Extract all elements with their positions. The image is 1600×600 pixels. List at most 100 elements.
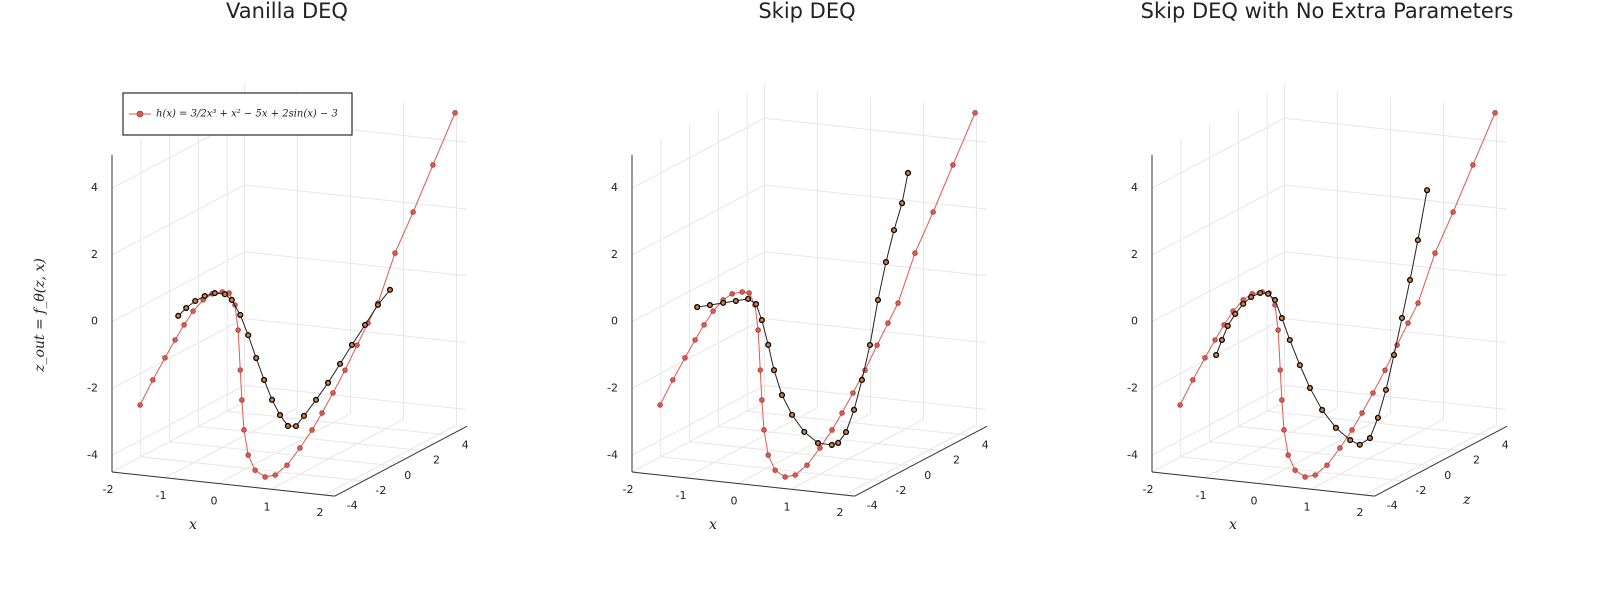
z-tick-label: 0: [1444, 469, 1451, 482]
data-point: [1278, 315, 1285, 322]
chart-title: Vanilla DEQ: [226, 0, 348, 23]
z-axis: [854, 425, 988, 497]
x-tick-label: -2: [1143, 483, 1154, 496]
grid-line: [1151, 401, 1285, 473]
grid-line: [764, 184, 988, 210]
data-point: [682, 355, 688, 361]
grid-line: [244, 251, 468, 277]
z-tick-label: -4: [1387, 499, 1398, 512]
data-point: [770, 367, 778, 374]
data-point: [765, 341, 772, 348]
z-tick-label: 4: [462, 438, 469, 451]
data-point: [201, 292, 208, 300]
y-tick-label: -2: [607, 382, 618, 395]
data-point: [1265, 290, 1272, 297]
data-point: [410, 209, 416, 215]
data-point: [241, 427, 247, 433]
data-point: [239, 397, 245, 403]
data-point: [1292, 467, 1298, 473]
grid-line: [217, 413, 351, 484]
grid-line: [1151, 384, 1285, 456]
z-tick-label: -2: [1415, 484, 1426, 497]
x-axis-label: x: [1229, 517, 1237, 533]
y-tick-label: -4: [1127, 448, 1138, 461]
series-line: [177, 289, 391, 427]
data-point: [1337, 445, 1343, 451]
data-point: [858, 376, 865, 384]
y-tick-label: 2: [1131, 248, 1138, 261]
data-point: [261, 376, 268, 384]
x-axis-label: x: [189, 517, 197, 533]
data-point: [782, 474, 788, 480]
data-point: [817, 445, 823, 451]
grid-line: [631, 184, 765, 256]
data-point: [300, 412, 308, 419]
data-point: [1319, 406, 1326, 414]
data-point: [309, 427, 315, 433]
grid-line: [790, 418, 924, 490]
data-point: [1324, 462, 1330, 468]
grid-line: [1310, 418, 1444, 490]
data-point: [792, 472, 798, 478]
grid-line: [1284, 184, 1508, 210]
legend-swatch: [136, 110, 144, 118]
data-point: [1271, 296, 1279, 304]
data-point: [1492, 110, 1498, 116]
data-point: [211, 290, 218, 297]
data-point: [692, 337, 698, 343]
data-point: [890, 227, 898, 234]
grid-line: [689, 441, 913, 467]
grid-line: [111, 318, 245, 389]
data-point: [1405, 320, 1411, 326]
grid-line: [764, 384, 988, 411]
data-point: [851, 406, 858, 413]
data-point: [181, 322, 187, 328]
grid-line: [1180, 456, 1404, 482]
data-point: [772, 467, 778, 473]
legend-box: [122, 92, 353, 136]
grid-line: [164, 407, 298, 479]
data-point: [348, 341, 355, 348]
x-tick-label: 1: [264, 500, 271, 513]
data-point: [882, 259, 890, 266]
data-point: [839, 410, 845, 416]
data-point: [1374, 414, 1382, 421]
data-point: [192, 297, 199, 305]
data-point: [276, 412, 284, 419]
data-point: [1202, 355, 1208, 361]
y-tick-label: -2: [1127, 382, 1138, 395]
y-tick-label: 4: [1131, 181, 1138, 194]
data-point: [284, 422, 292, 430]
data-point: [272, 472, 278, 478]
data-point: [1382, 367, 1388, 373]
data-point: [866, 341, 874, 349]
y-tick-label: 2: [611, 248, 618, 261]
data-point: [162, 355, 168, 361]
x-axis: [631, 471, 855, 497]
data-point: [430, 162, 436, 168]
data-point: [190, 308, 196, 314]
x-tick-label: 0: [1251, 495, 1258, 508]
grid-line: [1209, 441, 1433, 467]
grid-line: [198, 425, 422, 452]
data-point: [1218, 336, 1226, 344]
data-point: [972, 110, 978, 116]
data-point: [850, 390, 856, 396]
data-point: [374, 301, 381, 308]
data-point: [1281, 427, 1287, 433]
data-point: [235, 327, 241, 333]
grid-line: [1267, 410, 1490, 436]
data-point: [759, 397, 765, 403]
data-point: [828, 441, 835, 448]
data-point: [752, 301, 760, 308]
grid-line: [764, 318, 988, 344]
z-tick-label: -4: [867, 499, 878, 512]
data-point: [842, 429, 850, 436]
data-point: [729, 291, 735, 297]
data-point: [1450, 209, 1456, 215]
data-point: [1257, 289, 1264, 297]
data-point: [801, 428, 808, 435]
data-point: [1332, 424, 1339, 431]
grid-line: [1284, 318, 1508, 344]
data-point: [765, 452, 771, 458]
